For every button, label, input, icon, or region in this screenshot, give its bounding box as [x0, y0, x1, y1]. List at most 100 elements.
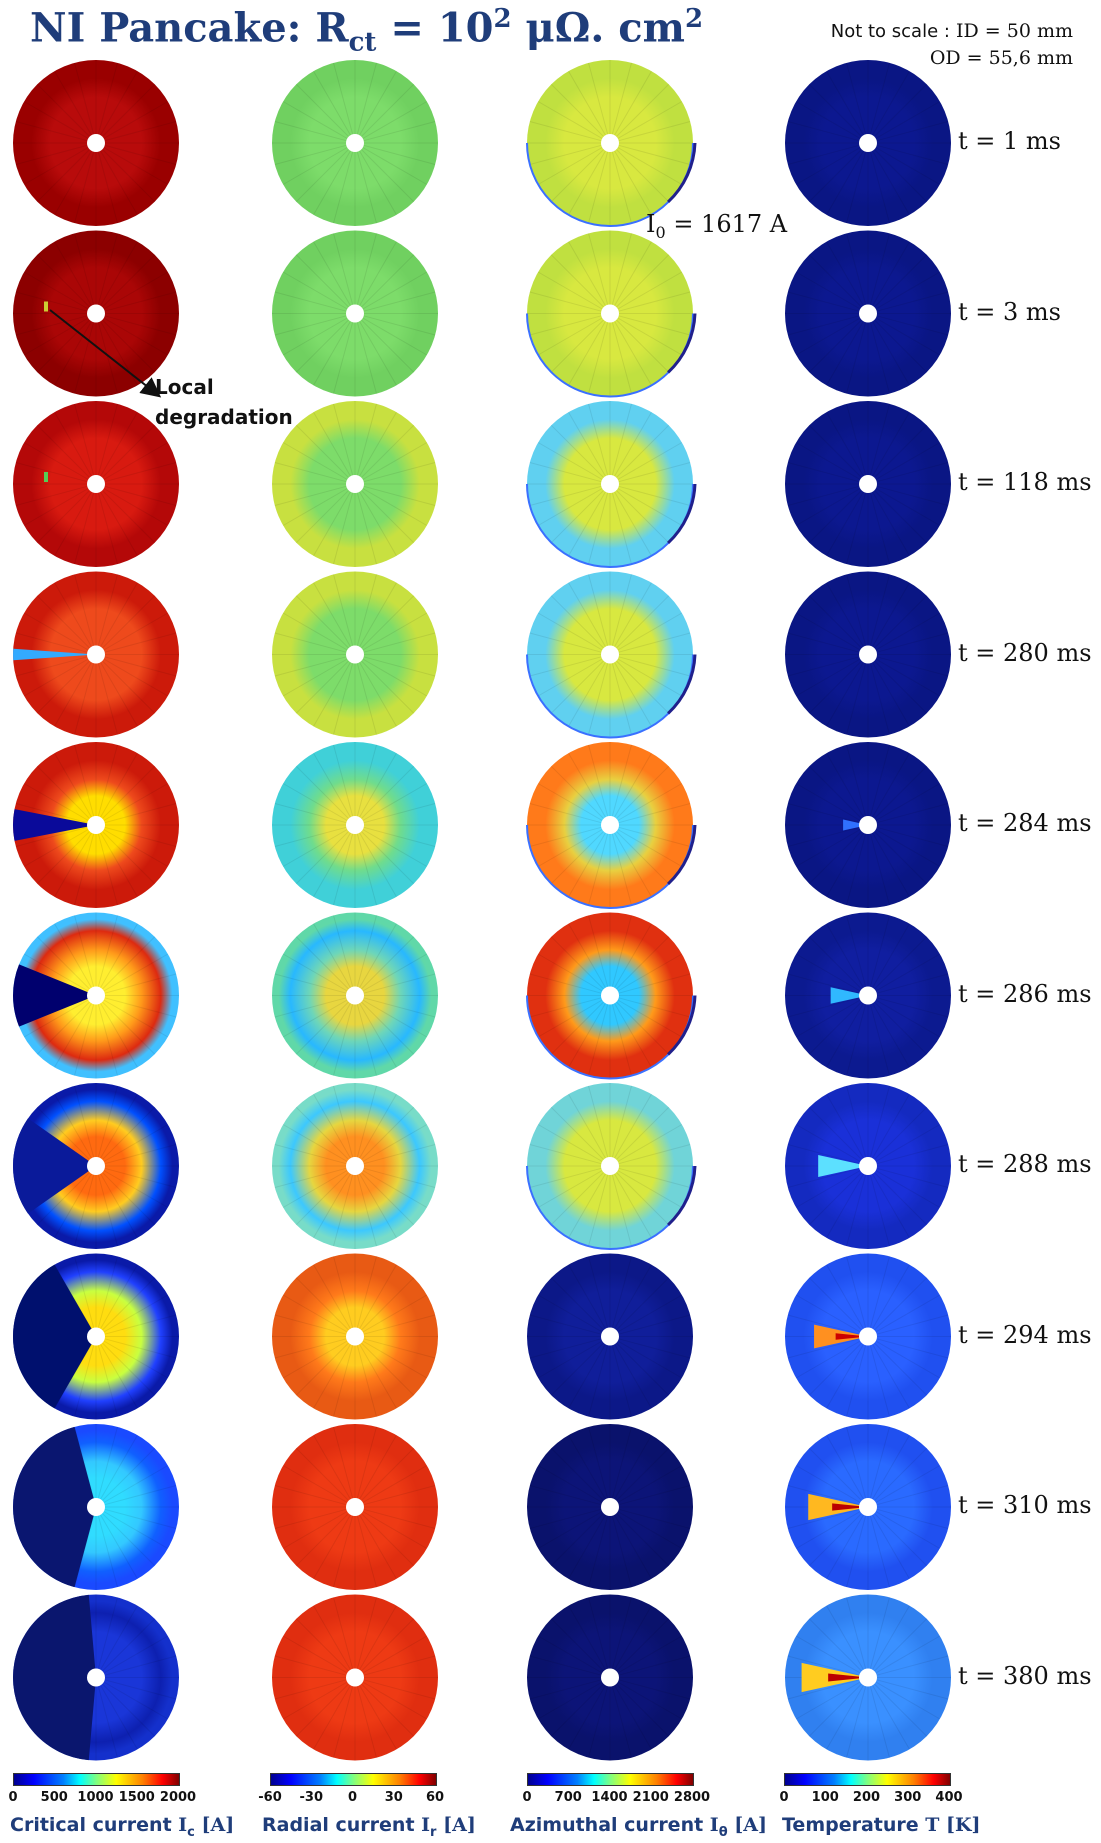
- mesh-line: [846, 1256, 867, 1328]
- mesh-line: [550, 424, 604, 478]
- mesh-line: [614, 1093, 652, 1159]
- mesh-line: [537, 953, 603, 992]
- mesh-line: [363, 997, 436, 1018]
- mesh-line: [74, 233, 95, 305]
- mesh-line: [874, 936, 928, 990]
- mesh-line: [550, 595, 604, 649]
- mesh-line: [102, 1683, 156, 1737]
- mesh-line: [869, 1345, 890, 1417]
- mesh-line: [826, 832, 864, 898]
- mesh-line: [356, 1686, 377, 1758]
- mesh-line: [295, 936, 349, 990]
- mesh-line: [826, 1434, 864, 1500]
- mesh-line: [103, 271, 169, 310]
- mesh-line: [787, 997, 860, 1018]
- mesh-line: [74, 492, 95, 565]
- mesh-line: [616, 424, 670, 478]
- mesh-line: [359, 923, 397, 988]
- mesh-line: [869, 62, 890, 135]
- mesh-line: [363, 485, 436, 506]
- colorbar-label-sub: c: [187, 1824, 195, 1840]
- mesh-line: [616, 1513, 670, 1567]
- mesh-line: [876, 1485, 949, 1506]
- mesh-line: [362, 101, 428, 139]
- mesh-line: [97, 1174, 118, 1247]
- mesh-line: [102, 1513, 156, 1567]
- mesh-line: [362, 999, 428, 1038]
- mesh-line: [104, 803, 177, 824]
- mesh-line: [282, 317, 348, 356]
- mesh-line: [787, 1655, 860, 1676]
- mesh-line: [795, 829, 861, 867]
- mesh-line: [333, 833, 354, 906]
- disk-hole: [346, 1498, 364, 1516]
- mesh-line: [361, 490, 415, 544]
- mesh-line: [361, 83, 415, 137]
- mesh-line: [274, 1655, 347, 1676]
- mesh-line: [102, 936, 156, 990]
- mesh-line: [97, 492, 118, 565]
- mesh-line: [363, 144, 436, 165]
- mesh-line: [808, 660, 862, 714]
- hot-plume: [830, 987, 868, 1004]
- mesh-line: [872, 1003, 910, 1068]
- disk-hole: [346, 986, 364, 1005]
- mesh-line: [74, 915, 95, 987]
- disk-plot: [272, 230, 438, 397]
- mesh-line: [295, 1683, 349, 1737]
- disk-plot: [272, 912, 438, 1079]
- mesh-line: [826, 1093, 864, 1159]
- mesh-line: [869, 1174, 890, 1247]
- disk-plot: [527, 1594, 693, 1761]
- mesh-line: [808, 1683, 862, 1737]
- mesh-line: [363, 803, 436, 824]
- disk-plot: [785, 1424, 951, 1590]
- mesh-line: [104, 656, 177, 677]
- mesh-line: [588, 1174, 609, 1247]
- mesh-line: [97, 915, 118, 987]
- disk-hole: [601, 816, 619, 834]
- mesh-line: [568, 411, 606, 477]
- mesh-line: [611, 1686, 632, 1758]
- colorbar-tick: 60: [425, 1790, 445, 1805]
- disk-hole: [346, 134, 364, 152]
- degraded-wedge: [12, 1594, 97, 1761]
- mesh-line: [875, 101, 941, 139]
- mesh-line: [568, 491, 606, 557]
- mesh-line: [359, 1605, 397, 1670]
- mesh-line: [872, 1434, 910, 1500]
- mesh-line: [616, 595, 670, 649]
- mesh-line: [876, 826, 949, 847]
- disk-hole: [87, 475, 105, 493]
- disk-plot: [526, 571, 697, 739]
- mesh-line: [54, 752, 92, 818]
- mesh-line: [875, 999, 941, 1038]
- mesh-line: [872, 752, 910, 818]
- mesh-line: [529, 1314, 602, 1335]
- mesh-line: [869, 1004, 890, 1076]
- mesh-line: [568, 321, 606, 386]
- disk-plot: [785, 401, 951, 567]
- mesh-line: [313, 321, 351, 386]
- colorbar-tick: 1000: [77, 1790, 114, 1805]
- mesh-line: [274, 121, 347, 142]
- mesh-line: [23, 999, 89, 1038]
- colorbar: [784, 1773, 951, 1786]
- mesh-line: [618, 1144, 691, 1165]
- hot-plume: [843, 819, 868, 831]
- mesh-line: [808, 424, 862, 478]
- local-defect-spot: [44, 472, 48, 482]
- colorbar-label-symbol: I: [178, 1814, 188, 1836]
- mesh-line: [23, 101, 89, 139]
- mesh-line: [614, 70, 652, 136]
- time-label: t = 3 ms: [958, 297, 1061, 326]
- mesh-line: [361, 1447, 415, 1501]
- mesh-line: [103, 953, 169, 992]
- degraded-wedge: [12, 648, 96, 661]
- mesh-line: [846, 1686, 867, 1758]
- mesh-line: [618, 632, 691, 653]
- mesh-line: [313, 662, 351, 727]
- mesh-line: [795, 1511, 861, 1549]
- mesh-line: [100, 1173, 138, 1239]
- mesh-line: [614, 411, 652, 477]
